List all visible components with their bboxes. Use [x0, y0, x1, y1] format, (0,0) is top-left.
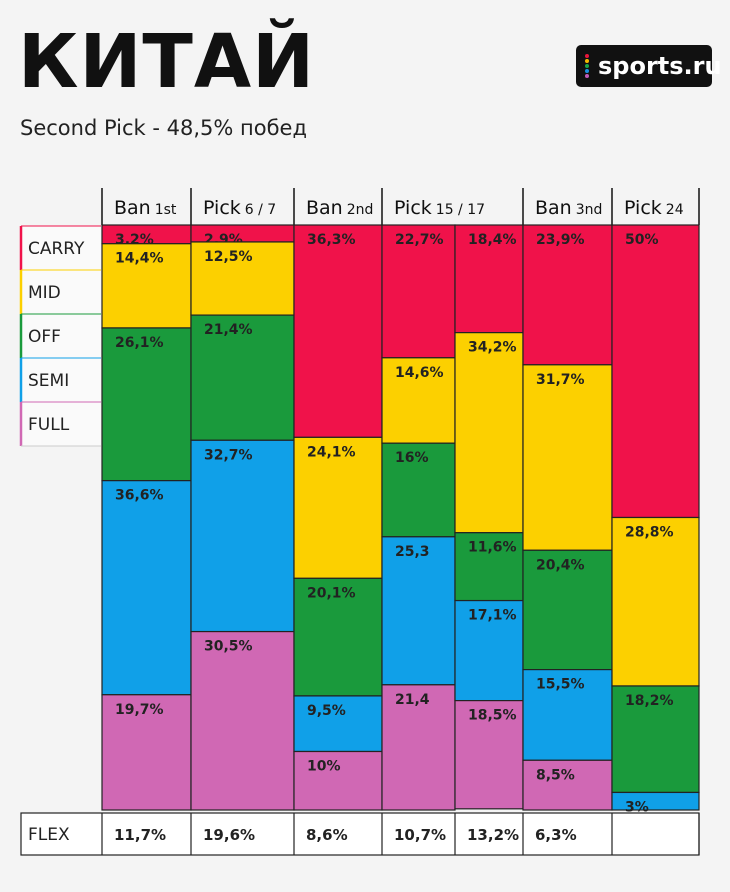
legend-item-full: FULL [28, 415, 70, 435]
flex-row [20, 812, 700, 856]
data-label: 50% [625, 232, 659, 248]
data-label: 36,6% [115, 488, 164, 504]
bar-segment-semi [381, 536, 456, 686]
data-label: 15,5% [536, 677, 585, 693]
bar-segment-off [454, 532, 524, 602]
column-header-1: Pick 6 / 7 [203, 197, 276, 219]
legend-item-mid: MID [28, 283, 61, 303]
legend-item-carry: CARRY [28, 239, 85, 259]
flex-value: 6,3% [535, 826, 577, 844]
bar-segment-carry [522, 224, 613, 366]
bar-segment-full [522, 759, 613, 811]
bar-segment-semi [101, 480, 192, 696]
data-label: 16% [395, 450, 429, 466]
legend-box [21, 314, 101, 358]
data-label: 22,7% [395, 232, 444, 248]
data-label: 11,6% [468, 540, 517, 556]
legend-box [21, 358, 101, 402]
data-label: 36,3% [307, 232, 356, 248]
bar-segment-full [454, 700, 524, 810]
bar-segment-off [101, 327, 192, 482]
column-header-2: Ban 2nd [306, 197, 373, 219]
column-header-4: Ban 3nd [535, 197, 602, 219]
data-label: 18,4% [468, 232, 517, 248]
bar-segment-mid [611, 516, 700, 687]
bar-segment-mid [522, 364, 613, 551]
legend-box [21, 226, 101, 270]
data-label: 10% [307, 759, 341, 775]
flex-value: 11,7% [114, 826, 166, 844]
data-label: 26,1% [115, 335, 164, 351]
data-label: 30,5% [204, 639, 253, 655]
legend-box [21, 270, 101, 314]
data-label: 18,2% [625, 693, 674, 709]
data-label: 20,1% [307, 585, 356, 601]
flex-value: 19,6% [203, 826, 255, 844]
data-label: 24,1% [307, 444, 356, 460]
data-label: 19,7% [115, 702, 164, 718]
data-label: 20,4% [536, 557, 585, 573]
flex-value: 10,7% [394, 826, 446, 844]
sports-ru-logo: sports.ru [576, 45, 722, 87]
bar-segment-semi [611, 791, 700, 811]
column-header-0: Ban 1st [114, 197, 177, 219]
flex-value: 13,2% [467, 826, 519, 844]
data-label: 9,5% [307, 703, 346, 719]
bar-segment-full [101, 694, 192, 811]
data-label: 12,5% [204, 249, 253, 265]
data-label: 18,5% [468, 708, 517, 724]
data-label: 31,7% [536, 372, 585, 388]
bar-segment-carry [293, 224, 383, 438]
page-title: КИТАЙ [18, 19, 316, 105]
data-label: 8,5% [536, 767, 575, 783]
bar-segment-carry [611, 224, 700, 519]
bar-segment-full [190, 630, 295, 811]
flex-value: 8,6% [306, 826, 348, 844]
data-label: 25,3 [395, 544, 430, 560]
data-label: 3% [625, 799, 649, 815]
data-label: 34,2% [468, 340, 517, 356]
data-label: 21,4% [204, 322, 253, 338]
bar-segment-mid [293, 436, 383, 579]
bar-segment-semi [293, 695, 383, 753]
data-label: 21,4 [395, 692, 430, 708]
data-label: 17,1% [468, 608, 517, 624]
column-header-5: Pick 24 [624, 197, 684, 219]
data-label: 28,8% [625, 525, 674, 541]
column-header-3: Pick 15 / 17 [394, 197, 485, 219]
bar-segment-mid [190, 241, 295, 316]
data-label: 14,6% [395, 365, 444, 381]
bar-segment-full [381, 684, 456, 811]
bar-segment-semi [522, 668, 613, 761]
bar-segment-semi [190, 439, 295, 633]
bar-segment-mid [454, 332, 524, 534]
bar-segment-off [381, 442, 456, 538]
data-label: 14,4% [115, 251, 164, 267]
logo-dots-icon [585, 54, 590, 78]
bar-segment-off [522, 549, 613, 671]
page-subtitle: Second Pick - 48,5% побед [20, 116, 307, 140]
bar-segment-off [190, 314, 295, 441]
data-label: 32,7% [204, 447, 253, 463]
legend-item-semi: SEMI [28, 371, 69, 391]
data-label: 23,9% [536, 232, 585, 248]
flex-label: FLEX [28, 825, 70, 845]
logo-text: sports.ru [598, 52, 722, 80]
legend-box [21, 402, 101, 446]
bar-segment-off [611, 685, 700, 794]
legend-item-off: OFF [28, 327, 61, 347]
